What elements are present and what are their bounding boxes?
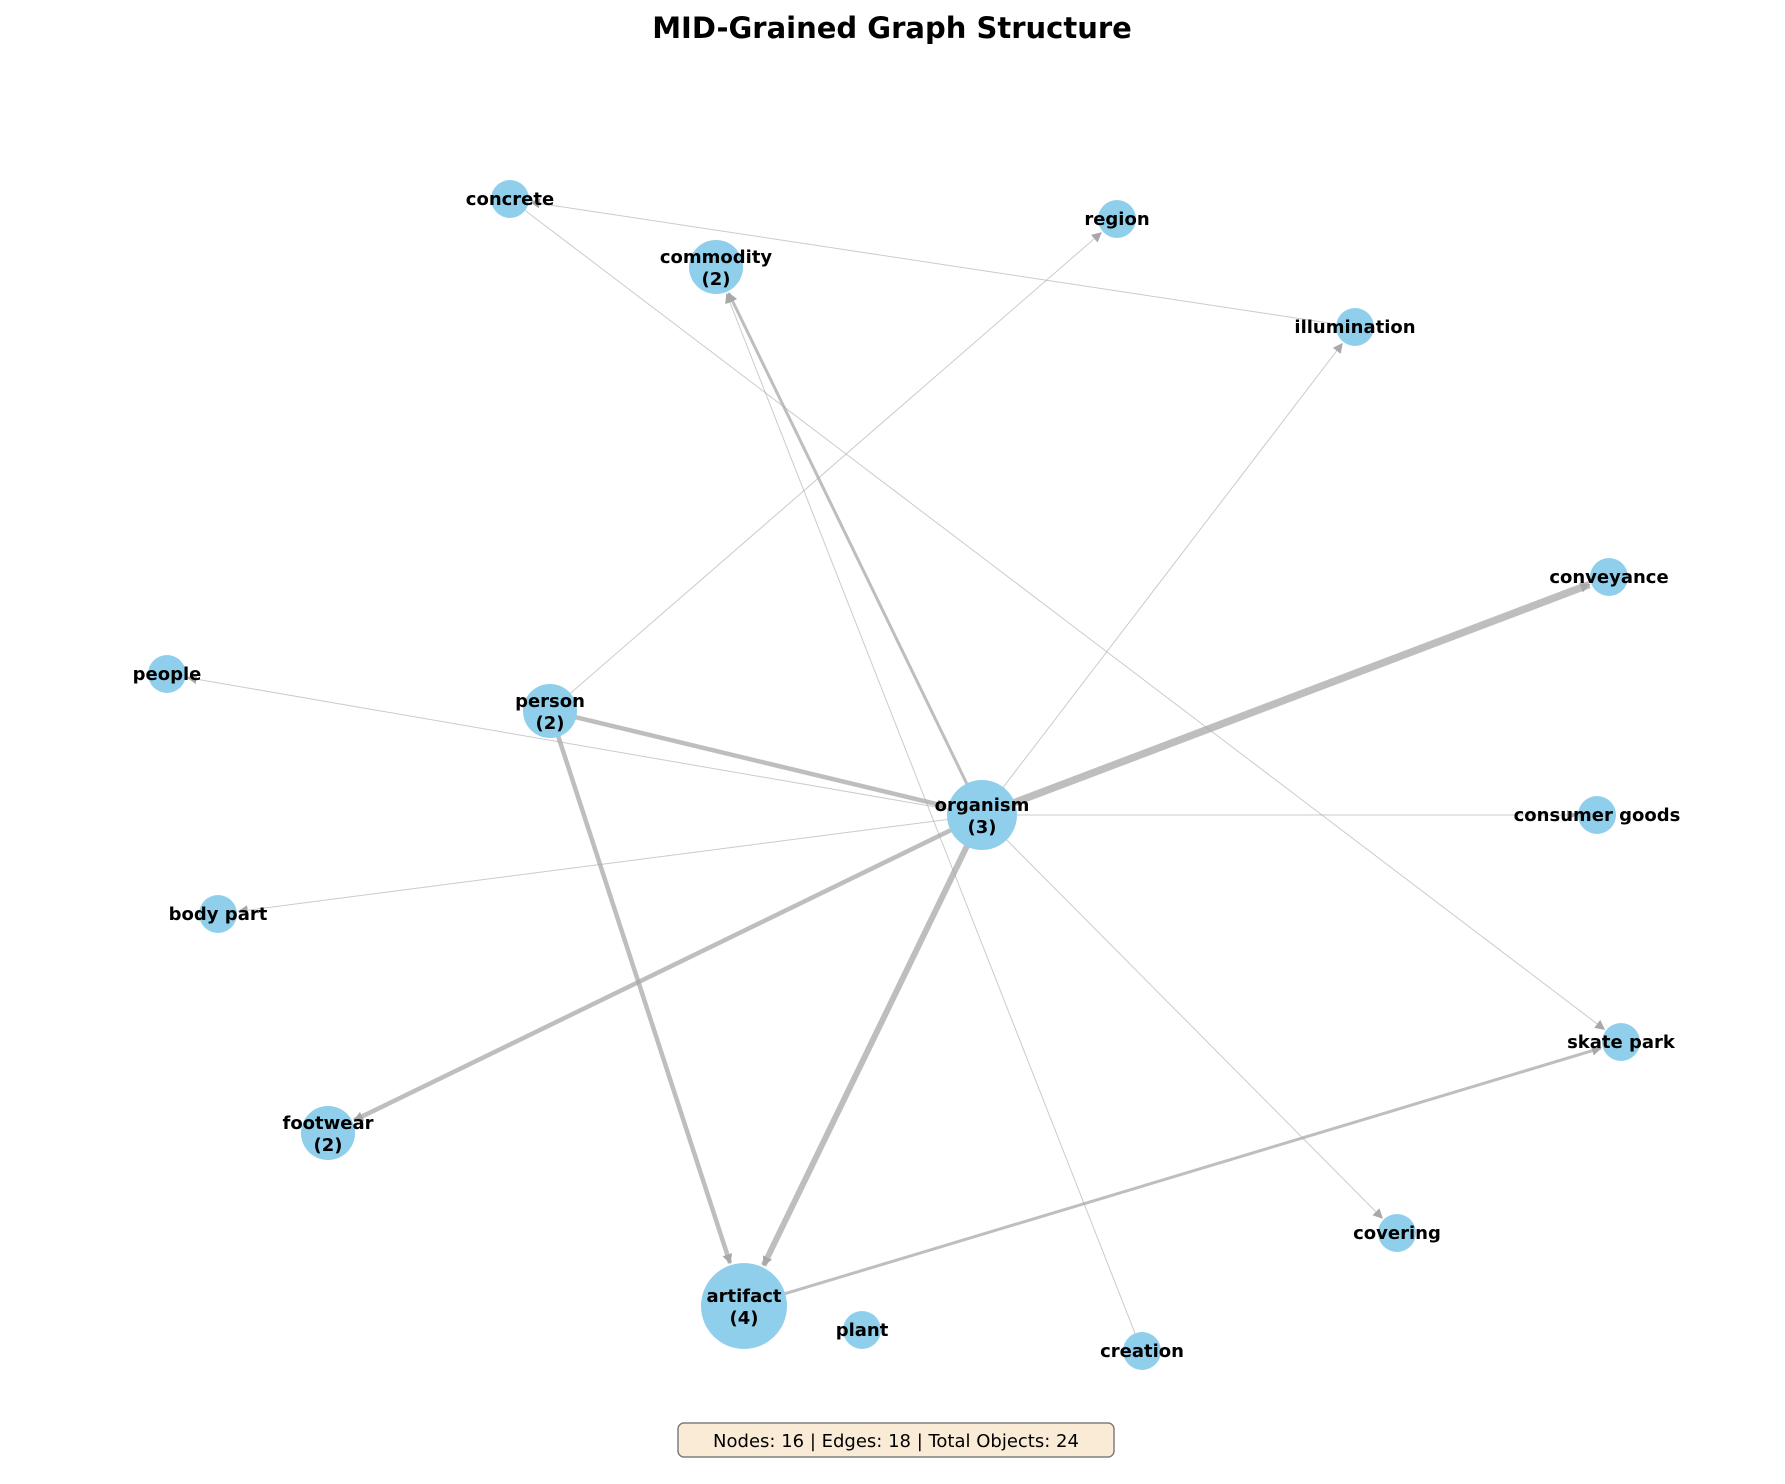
edge-creation-to-commodity — [725, 293, 1139, 1341]
node-creation: creation — [1100, 1332, 1184, 1370]
edge-organism-to-illumination — [994, 342, 1343, 799]
node-person: person(2) — [515, 684, 585, 738]
node-label-artifact: artifact — [706, 1286, 781, 1307]
edge-organism-to-covering — [996, 829, 1383, 1219]
node-circle-artifact — [701, 1263, 787, 1349]
edge-organism-to-artifact — [760, 832, 976, 1267]
node-consumer-goods: consumer goods — [1514, 796, 1681, 834]
node-circle-plant — [843, 1311, 881, 1349]
node-organism: organism(3) — [935, 780, 1030, 850]
node-circle-organism — [947, 780, 1017, 850]
node-plant: plant — [836, 1311, 889, 1349]
edge-organism-to-footwear — [353, 822, 965, 1123]
node-circle-conveyance — [1590, 558, 1628, 596]
node-footwear: footwear(2) — [282, 1106, 374, 1160]
edge-person-to-organism — [565, 712, 947, 810]
edge-organism-to-conveyance — [1000, 580, 1591, 812]
node-circle-footwear — [301, 1106, 355, 1160]
node-label-footwear: footwear — [282, 1113, 373, 1134]
node-circle-creation — [1123, 1332, 1161, 1370]
node-circle-skate-park — [1602, 1023, 1640, 1061]
node-circle-body-part — [199, 895, 237, 933]
node-circle-consumer-goods — [1578, 796, 1616, 834]
node-label-covering: covering — [1353, 1223, 1441, 1244]
node-people: people — [133, 655, 202, 693]
nodes-layer: concreteregioncommodity(2)illuminationco… — [133, 180, 1681, 1370]
node-body-part: body part — [169, 895, 268, 933]
node-skate-park: skate park — [1567, 1023, 1676, 1061]
node-label-region: region — [1084, 209, 1149, 230]
edge-person-to-region — [561, 232, 1102, 701]
node-label-plant: plant — [836, 1320, 889, 1341]
node-circle-covering — [1378, 1214, 1416, 1252]
node-label-consumer-goods: consumer goods — [1514, 805, 1681, 826]
node-concrete: concrete — [466, 180, 554, 218]
node-count-organism: (3) — [968, 817, 997, 838]
node-label-conveyance: conveyance — [1549, 567, 1668, 588]
node-label-creation: creation — [1100, 1341, 1184, 1362]
node-label-people: people — [133, 664, 202, 685]
node-circle-region — [1098, 200, 1136, 238]
edge-illumination-to-concrete — [529, 198, 1344, 326]
node-label-body-part: body part — [169, 904, 268, 925]
node-region: region — [1084, 200, 1150, 238]
node-illumination: illumination — [1294, 308, 1416, 346]
node-circle-concrete — [491, 180, 529, 218]
node-count-footwear: (2) — [314, 1135, 343, 1156]
summary-text: Nodes: 16 | Edges: 18 | Total Objects: 2… — [713, 1431, 1079, 1452]
node-label-illumination: illumination — [1294, 317, 1415, 338]
edges-layer — [186, 198, 1606, 1341]
node-count-commodity: (2) — [702, 269, 731, 290]
node-label-organism: organism — [935, 795, 1030, 816]
summary-box: Nodes: 16 | Edges: 18 | Total Objects: 2… — [677, 1422, 1115, 1458]
node-conveyance: conveyance — [1549, 558, 1669, 596]
node-circle-people — [148, 655, 186, 693]
edge-artifact-to-skate-park — [768, 1045, 1602, 1301]
node-artifact: artifact(4) — [701, 1263, 787, 1349]
graph-title: MID-Grained Graph Structure — [652, 11, 1132, 45]
node-label-skate-park: skate park — [1567, 1032, 1676, 1053]
node-circle-person — [523, 684, 577, 738]
node-commodity: commodity(2) — [660, 240, 773, 294]
node-count-artifact: (4) — [730, 1308, 759, 1329]
node-label-person: person — [515, 691, 585, 712]
node-circle-illumination — [1336, 308, 1374, 346]
edge-organism-to-people — [186, 674, 962, 812]
node-count-person: (2) — [536, 713, 565, 734]
edge-organism-to-commodity — [727, 292, 975, 797]
edge-concrete-to-skate-park — [518, 205, 1606, 1030]
node-label-concrete: concrete — [466, 189, 554, 210]
node-covering: covering — [1353, 1214, 1441, 1252]
node-label-commodity: commodity — [660, 247, 773, 268]
node-circle-commodity — [689, 240, 743, 294]
edge-person-to-artifact — [552, 725, 733, 1265]
